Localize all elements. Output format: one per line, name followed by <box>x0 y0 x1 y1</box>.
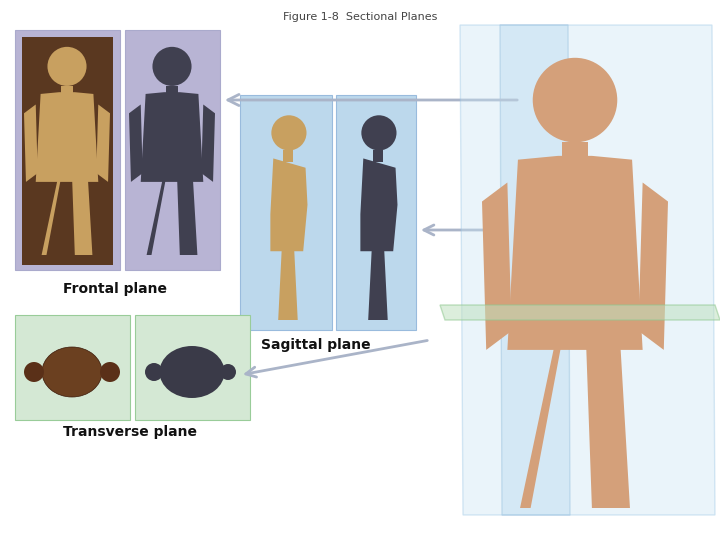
Text: Transverse plane: Transverse plane <box>63 425 197 439</box>
FancyBboxPatch shape <box>22 37 113 265</box>
Polygon shape <box>177 172 197 255</box>
Bar <box>166 86 178 96</box>
Circle shape <box>153 47 192 86</box>
Circle shape <box>24 362 44 382</box>
Polygon shape <box>202 105 215 182</box>
Polygon shape <box>24 105 37 182</box>
Polygon shape <box>440 305 720 320</box>
Polygon shape <box>129 105 143 182</box>
Polygon shape <box>500 25 570 515</box>
Polygon shape <box>585 328 630 508</box>
FancyBboxPatch shape <box>240 95 332 330</box>
FancyBboxPatch shape <box>135 315 250 420</box>
FancyBboxPatch shape <box>15 315 130 420</box>
Text: Sagittal plane: Sagittal plane <box>261 338 371 352</box>
Bar <box>562 143 588 164</box>
Bar <box>373 151 383 162</box>
Polygon shape <box>368 242 388 320</box>
FancyBboxPatch shape <box>336 95 416 330</box>
Circle shape <box>533 58 617 143</box>
Circle shape <box>220 364 236 380</box>
Polygon shape <box>520 328 564 508</box>
Polygon shape <box>42 172 62 255</box>
Polygon shape <box>482 183 512 350</box>
Circle shape <box>48 47 86 86</box>
Circle shape <box>361 115 397 151</box>
Polygon shape <box>36 92 98 182</box>
Polygon shape <box>147 172 167 255</box>
FancyBboxPatch shape <box>15 30 120 270</box>
Circle shape <box>271 115 307 151</box>
Polygon shape <box>72 172 92 255</box>
Polygon shape <box>361 158 397 251</box>
Polygon shape <box>508 156 643 350</box>
Circle shape <box>145 363 163 381</box>
Polygon shape <box>96 105 110 182</box>
Polygon shape <box>460 25 715 515</box>
Text: Figure 1-8  Sectional Planes: Figure 1-8 Sectional Planes <box>283 12 437 22</box>
Polygon shape <box>140 92 203 182</box>
Polygon shape <box>278 242 298 320</box>
Polygon shape <box>639 183 668 350</box>
Ellipse shape <box>42 347 102 397</box>
Bar <box>283 151 293 162</box>
FancyBboxPatch shape <box>125 30 220 270</box>
Circle shape <box>100 362 120 382</box>
Text: Frontal plane: Frontal plane <box>63 282 167 296</box>
Polygon shape <box>271 158 307 251</box>
Ellipse shape <box>160 346 225 398</box>
Bar <box>61 86 73 96</box>
